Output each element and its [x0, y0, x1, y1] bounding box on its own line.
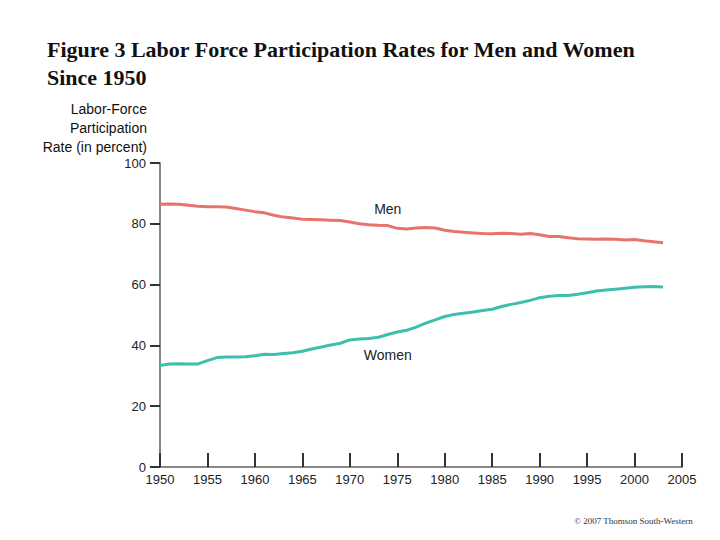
svg-text:1960: 1960	[240, 472, 269, 487]
svg-text:1970: 1970	[335, 472, 364, 487]
svg-text:Since 1950: Since 1950	[47, 65, 147, 90]
svg-text:2000: 2000	[620, 472, 649, 487]
svg-text:Rate (in percent): Rate (in percent)	[43, 139, 147, 155]
svg-text:20: 20	[132, 399, 146, 414]
svg-text:100: 100	[124, 156, 146, 171]
svg-text:1950: 1950	[146, 472, 175, 487]
svg-text:Men: Men	[374, 201, 401, 217]
svg-text:60: 60	[132, 277, 146, 292]
svg-text:1955: 1955	[193, 472, 222, 487]
svg-text:Participation: Participation	[70, 120, 147, 136]
svg-text:Labor-Force: Labor-Force	[71, 101, 147, 117]
svg-text:80: 80	[132, 216, 146, 231]
svg-text:0: 0	[138, 459, 146, 475]
svg-text:1975: 1975	[383, 472, 412, 487]
svg-text:© 2007 Thomson South-Western: © 2007 Thomson South-Western	[574, 516, 693, 526]
svg-text:1995: 1995	[573, 472, 602, 487]
svg-text:40: 40	[132, 338, 146, 353]
svg-text:1965: 1965	[288, 472, 317, 487]
svg-text:1990: 1990	[525, 472, 554, 487]
svg-text:1985: 1985	[478, 472, 507, 487]
svg-text:1980: 1980	[430, 472, 459, 487]
svg-text:2005: 2005	[668, 472, 697, 487]
svg-text:Women: Women	[364, 347, 412, 363]
svg-text:Figure 3 Labor Force Participa: Figure 3 Labor Force Participation Rates…	[47, 37, 640, 62]
